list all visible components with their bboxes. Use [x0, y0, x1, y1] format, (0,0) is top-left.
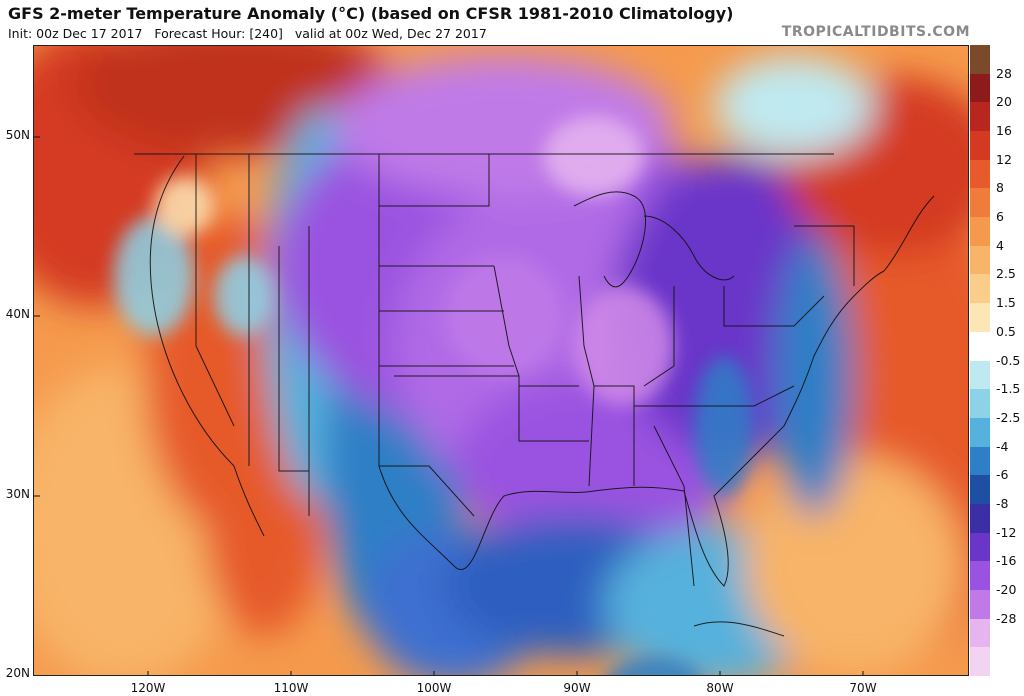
colorbar-label: -0.5 [996, 352, 1021, 368]
colorbar-swatch [970, 102, 990, 132]
colorbar-swatch [970, 561, 990, 591]
colorbar-label: 4 [996, 237, 1004, 253]
colorbar-swatch [970, 274, 990, 304]
colorbar-label: 2.5 [996, 266, 1016, 282]
colorbar-label: 6 [996, 209, 1004, 225]
colorbar-swatch [970, 389, 990, 419]
lon-label: 100W [416, 681, 452, 695]
colorbar-label: 28 [996, 65, 1012, 81]
anomaly-map [33, 45, 969, 676]
colorbar-label: 20 [996, 94, 1012, 110]
lat-label: 40N [5, 307, 30, 321]
lat-label: 30N [5, 487, 30, 501]
colorbar-label: -6 [996, 467, 1009, 483]
lon-label: 120W [130, 681, 166, 695]
graticule-ticks [34, 136, 864, 675]
lon-label: 90W [563, 681, 591, 695]
header: GFS 2-meter Temperature Anomaly (°C) (ba… [0, 0, 1024, 46]
colorbar-swatch [970, 245, 990, 275]
colorbar-swatch [970, 589, 990, 620]
colorbar-swatch [970, 188, 990, 218]
colorbar-label: 0.5 [996, 323, 1016, 339]
colorbar-label: -20 [996, 581, 1017, 597]
colorbar-label: -4 [996, 438, 1009, 454]
colorbar-label: -2.5 [996, 409, 1021, 425]
lat-label: 20N [5, 666, 30, 680]
colorbar-label: -16 [996, 553, 1017, 569]
lon-label: 70W [849, 681, 877, 695]
colorbar-swatch [970, 73, 990, 103]
colorbar-label: -12 [996, 524, 1017, 540]
colorbar-label: 16 [996, 123, 1012, 139]
colorbar-label: -1.5 [996, 381, 1021, 397]
colorbar-swatch [970, 331, 990, 361]
lat-label: 50N [5, 128, 30, 142]
colorbar-swatch [970, 360, 990, 390]
colorbar-swatch [970, 217, 990, 247]
colorbar-swatch [970, 446, 990, 476]
colorbar-swatch [970, 647, 990, 677]
colorbar-swatch [970, 131, 990, 161]
lon-label: 110W [273, 681, 309, 695]
anomaly-detail [114, 116, 754, 675]
colorbar-swatch [970, 532, 990, 562]
chart-title: GFS 2-meter Temperature Anomaly (°C) (ba… [8, 4, 734, 23]
colorbar: 28 20 16 12 8 6 4 2.5 1.5 0.5 -0.5 -1.5 -2.5 -4 -6 -8 -1… [970, 45, 1024, 677]
colorbar-swatch [970, 303, 990, 333]
colorbar-label: -28 [996, 610, 1017, 626]
colorbar-label: 8 [996, 180, 1004, 196]
colorbar-swatch [970, 475, 990, 505]
colorbar-label: -8 [996, 495, 1009, 511]
brand-watermark: TROPICALTIDBITS.COM [781, 24, 970, 40]
lon-label: 80W [706, 681, 734, 695]
colorbar-swatch [970, 417, 990, 448]
chart-subtitle: Init: 00z Dec 17 2017 Forecast Hour: [24… [8, 26, 487, 41]
colorbar-swatch [970, 45, 990, 75]
colorbar-label: 12 [996, 151, 1012, 167]
colorbar-swatch [970, 503, 990, 534]
colorbar-swatch [970, 618, 990, 648]
map-svg [34, 46, 968, 675]
colorbar-label: 1.5 [996, 295, 1016, 311]
boundaries [134, 153, 935, 637]
colorbar-swatch [970, 159, 990, 189]
